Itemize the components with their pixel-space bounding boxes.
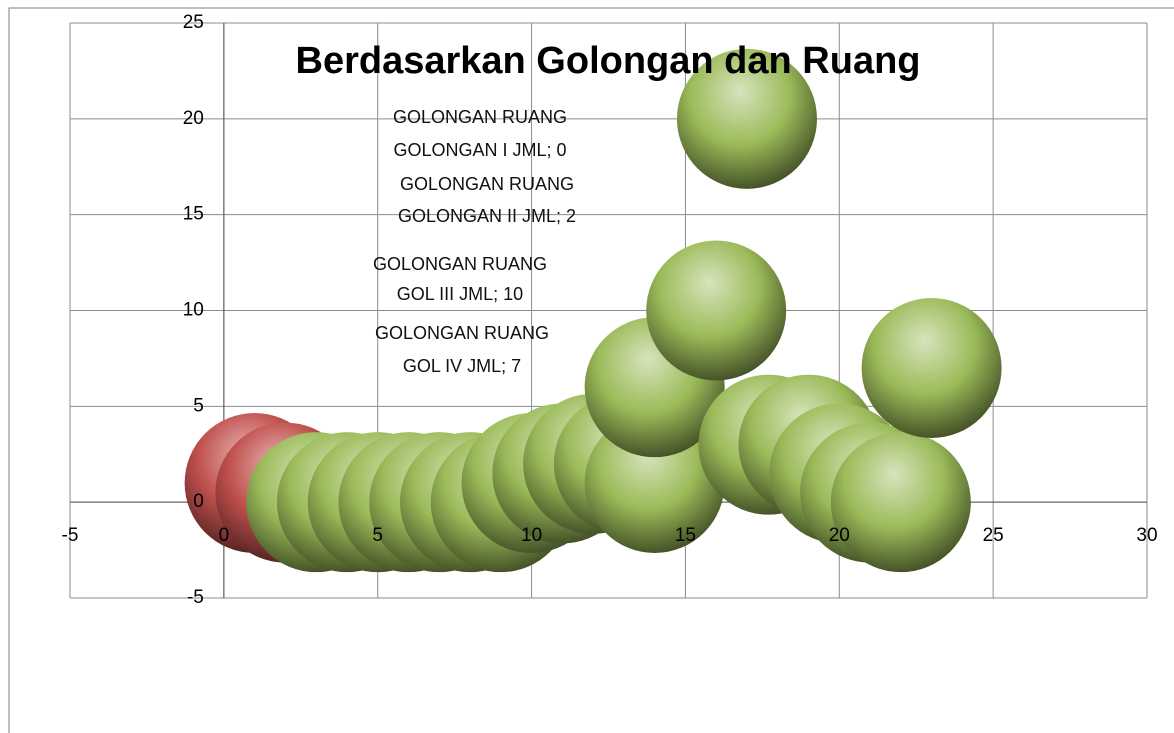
annotation: GOLONGAN RUANG: [375, 323, 549, 343]
x-tick-label: 0: [219, 525, 230, 546]
x-tick-label: 10: [521, 525, 542, 546]
x-tick-label: 15: [675, 525, 696, 546]
bubble: [861, 298, 1002, 438]
x-tick-label: 25: [983, 525, 1004, 546]
bubble: [676, 48, 817, 189]
annotation: GOLONGAN II JML; 2: [398, 206, 576, 226]
y-tick-label: -5: [187, 587, 204, 608]
y-tick-label: 0: [193, 491, 204, 512]
x-tick-label: 5: [372, 525, 383, 546]
bubble: [584, 413, 725, 553]
annotation: GOL IV JML; 7: [403, 356, 521, 376]
y-tick-label: 20: [183, 108, 204, 129]
y-tick-label: 15: [183, 204, 204, 225]
annotation: GOLONGAN I JML; 0: [393, 140, 566, 160]
y-tick-label: 10: [183, 300, 204, 321]
annotation: GOLONGAN RUANG: [373, 254, 547, 274]
x-tick-label: 30: [1136, 525, 1157, 546]
x-tick-label: 20: [829, 525, 850, 546]
annotation: GOL III JML; 10: [397, 284, 523, 304]
x-tick-label: -5: [62, 525, 79, 546]
annotation: GOLONGAN RUANG: [393, 107, 567, 127]
annotation: GOLONGAN RUANG: [400, 174, 574, 194]
bubble: [646, 240, 787, 381]
bubble: [830, 432, 971, 573]
y-tick-label: 5: [193, 395, 204, 416]
y-tick-label: 25: [183, 12, 204, 33]
chart-title: Berdasarkan Golongan dan Ruang: [296, 40, 921, 82]
